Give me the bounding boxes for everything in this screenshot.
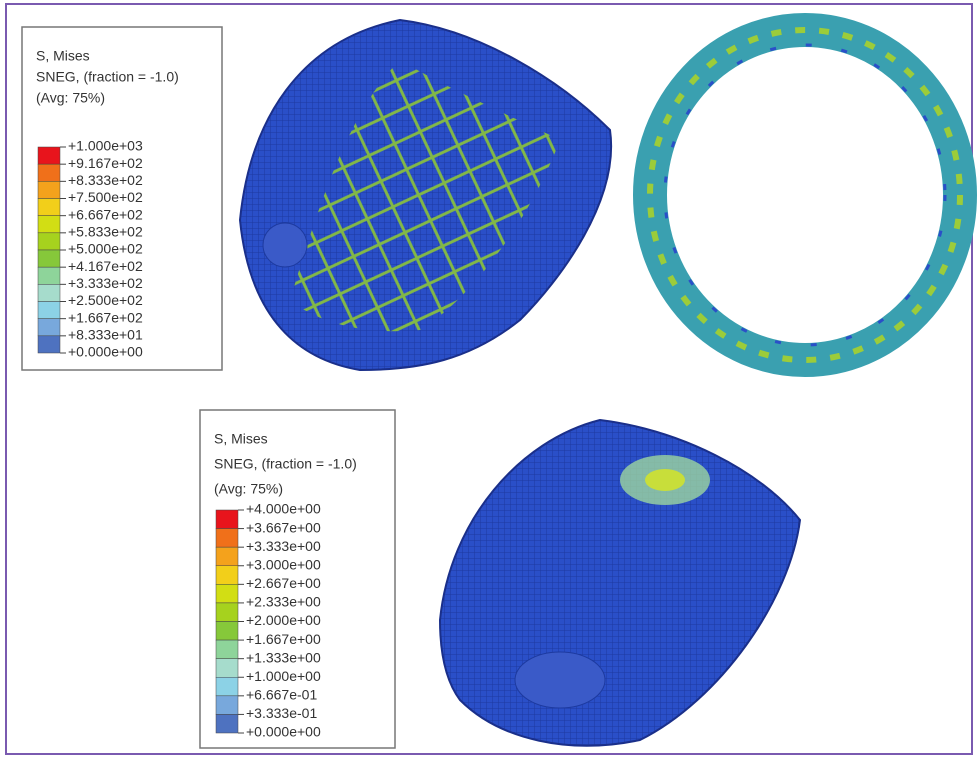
legend-swatch bbox=[38, 267, 60, 284]
legend-swatch bbox=[216, 603, 238, 622]
legend-swatch bbox=[38, 164, 60, 181]
legend-label: +6.667e+02 bbox=[68, 206, 143, 222]
legend-label: +2.667e+00 bbox=[246, 575, 321, 591]
legend-swatch bbox=[38, 336, 60, 353]
legend-label: +9.167e+02 bbox=[68, 155, 143, 171]
legend-title: (Avg: 75%) bbox=[36, 90, 105, 106]
legend-label: +1.333e+00 bbox=[246, 649, 321, 665]
figure: S, Mises SNEG, (fraction = -1.0) (Avg: 75%… bbox=[0, 0, 977, 757]
legend-title: S, Mises bbox=[214, 431, 268, 447]
legend-swatch bbox=[38, 181, 60, 198]
legend-label: +1.667e+02 bbox=[68, 309, 143, 325]
legend-label: +1.000e+03 bbox=[68, 138, 143, 154]
legend-label: +0.000e+00 bbox=[68, 344, 143, 360]
legend-label: +3.000e+00 bbox=[246, 556, 321, 572]
legend-title: S, Mises bbox=[36, 48, 90, 64]
stent-model-ring bbox=[650, 30, 960, 360]
legend-label: +8.333e+01 bbox=[68, 327, 143, 343]
tissue-model bbox=[440, 420, 800, 746]
legend-label: +2.500e+02 bbox=[68, 292, 143, 308]
legend-label: +6.667e-01 bbox=[246, 687, 317, 703]
legend-label: +4.167e+02 bbox=[68, 258, 143, 274]
legend-label: +3.333e+02 bbox=[68, 275, 143, 291]
legend-label: +2.000e+00 bbox=[246, 612, 321, 628]
legend-swatch bbox=[216, 714, 238, 733]
legend-label: +7.500e+02 bbox=[68, 189, 143, 205]
legend-swatch bbox=[38, 233, 60, 250]
legend-label: +2.333e+00 bbox=[246, 594, 321, 610]
legend-label: +5.833e+02 bbox=[68, 224, 143, 240]
legend-swatch bbox=[216, 640, 238, 659]
legend-swatch bbox=[216, 566, 238, 585]
legend-label: +3.333e-01 bbox=[246, 705, 317, 721]
legend-label: +5.000e+02 bbox=[68, 241, 143, 257]
legend-swatch bbox=[38, 319, 60, 336]
legend-label: +1.000e+00 bbox=[246, 668, 321, 684]
legend-swatch bbox=[216, 622, 238, 641]
legend-label: +4.000e+00 bbox=[246, 501, 321, 517]
legend-label: +8.333e+02 bbox=[68, 172, 143, 188]
legend-swatch bbox=[216, 677, 238, 696]
legend-label: +0.000e+00 bbox=[246, 724, 321, 740]
legend-swatch bbox=[38, 250, 60, 267]
legend-swatch bbox=[38, 302, 60, 319]
legend-swatch bbox=[216, 547, 238, 566]
legend-swatch bbox=[216, 529, 238, 548]
legend-title: (Avg: 75%) bbox=[214, 481, 283, 497]
legend-label: +3.333e+00 bbox=[246, 538, 321, 554]
legend-label: +3.667e+00 bbox=[246, 519, 321, 535]
legend-swatch bbox=[216, 696, 238, 715]
legend-swatch bbox=[38, 284, 60, 301]
legend-swatch bbox=[216, 510, 238, 529]
legend-swatch bbox=[38, 199, 60, 216]
stent-model-side bbox=[240, 20, 611, 370]
legend-swatch bbox=[38, 216, 60, 233]
legend-swatch bbox=[38, 147, 60, 164]
legend-label: +1.667e+00 bbox=[246, 631, 321, 647]
legend-swatch bbox=[216, 584, 238, 603]
legend-title: SNEG, (fraction = -1.0) bbox=[214, 456, 357, 472]
legend-title: SNEG, (fraction = -1.0) bbox=[36, 69, 179, 85]
legend-swatch bbox=[216, 659, 238, 678]
